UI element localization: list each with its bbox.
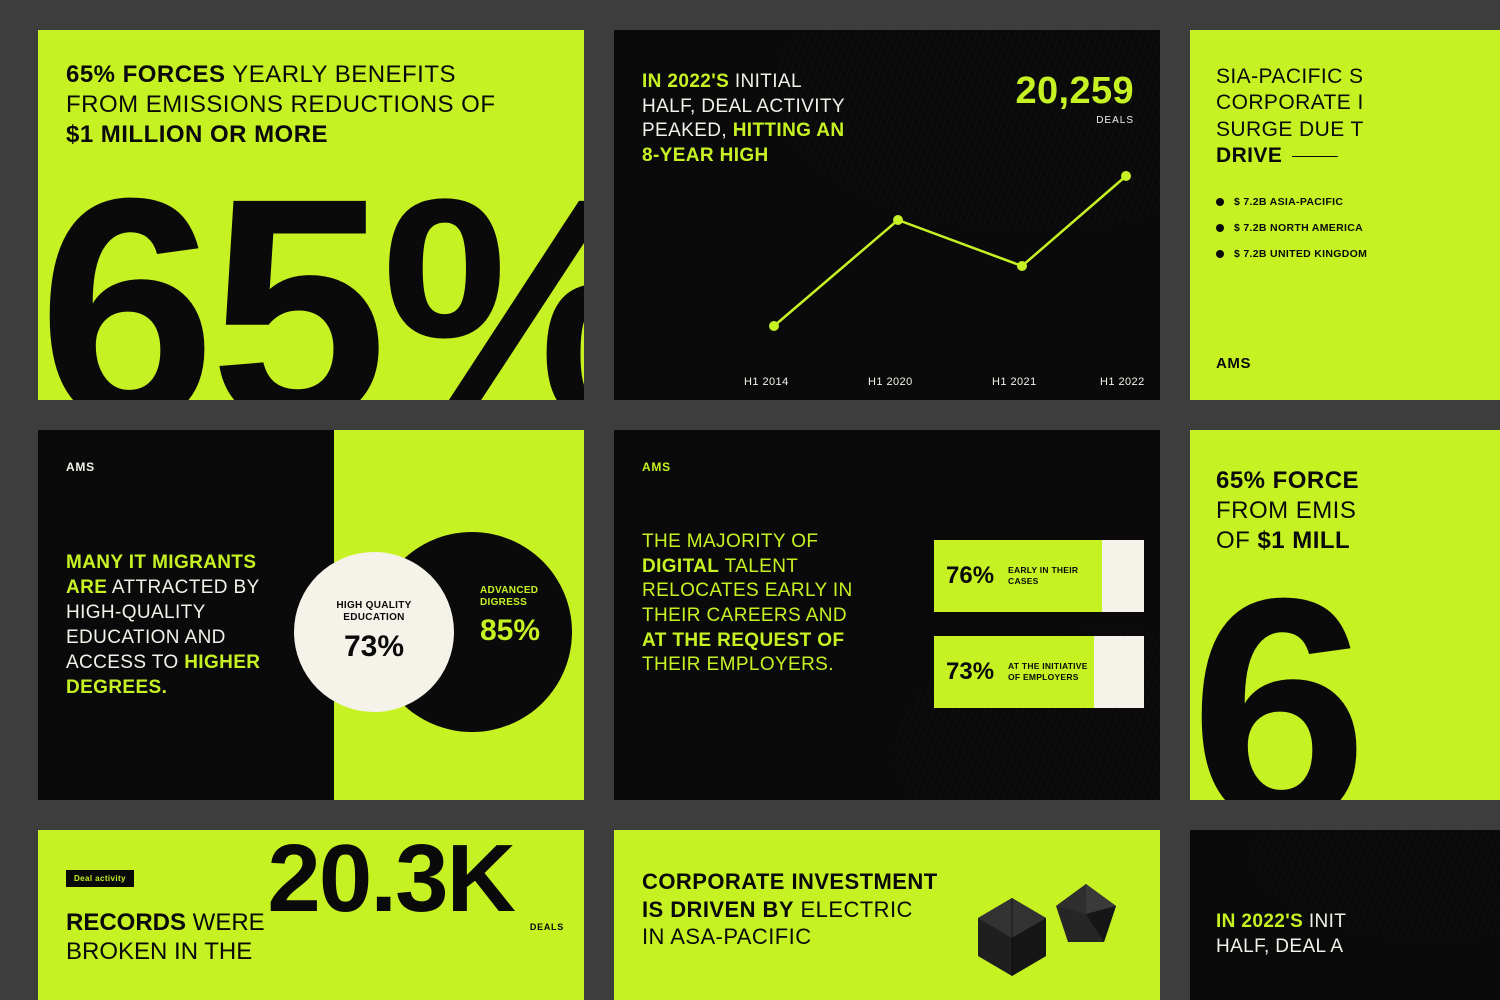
card7-deals-label: DEALS [530,922,564,932]
bar-foreground: 73% AT THE INITIATIVEOF EMPLOYERS [934,636,1094,708]
circle-white: HIGH QUALITYEDUCATION 73% [294,552,454,712]
x-axis-label: H1 2020 [868,376,913,388]
bar-label: EARLY IN THEIRCASES [1008,565,1078,586]
circle-black-value: 85% [480,614,540,648]
ams-logo: AMS [642,460,671,474]
bullet-text: $ 7.2B UNITED KINGDOM [1234,248,1367,260]
deal-activity-pill: Deal activity [66,870,134,887]
circle-white-value: 73% [344,630,404,664]
card6-big-stat: 6 [1190,550,1368,800]
circle-white-title: HIGH QUALITYEDUCATION [336,600,411,624]
card-2022-crop: IN 2022'S INIT HALF, DEAL A [1190,830,1500,1000]
card-65pct-hero: 65% FORCES YEARLY BENEFITS FROM EMISSION… [38,30,584,400]
bar-foreground: 76% EARLY IN THEIRCASES [934,540,1102,612]
bar-percent: 76% [946,562,994,590]
ams-logo: AMS [66,460,95,474]
bar-row: 76% EARLY IN THEIRCASES [934,540,1160,612]
card8-headline: CORPORATE INVESTMENT IS DRIVEN BY ELECTR… [642,868,952,951]
x-axis-label: H1 2021 [992,376,1037,388]
dash-icon [1292,156,1338,157]
polyhedron-icon [960,870,1130,1000]
bullet-dot-icon [1216,250,1224,258]
ams-logo: AMS [1216,355,1251,372]
card2-headline: IN 2022'S INITIAL HALF, DEAL ACTIVITY PE… [642,70,892,169]
card9-headline: IN 2022'S INIT HALF, DEAL A [1216,910,1500,959]
card-line-chart: IN 2022'S INITIAL HALF, DEAL ACTIVITY PE… [614,30,1160,400]
card1-big-stat: 65% [38,150,584,400]
bullet-text: $ 7.2B ASIA-PACIFIC [1234,196,1343,208]
bullet-dot-icon [1216,224,1224,232]
bullet-row: $ 7.2B ASIA-PACIFIC [1216,196,1367,208]
card-sia-pacific: SIA-PACIFIC S CORPORATE I SURGE DUE T DR… [1190,30,1500,400]
card2-stat-label: DEALS [1015,115,1134,126]
card-records-20k: Deal activity RECORDS WERE BROKEN IN THE… [38,830,584,1000]
card5-headline: THE MAJORITY OF DIGITAL TALENT RELOCATES… [642,530,902,678]
card5-bars: 76% EARLY IN THEIRCASES 73% AT THE INITIATI… [934,540,1160,732]
bullet-row: $ 7.2B NORTH AMERICA [1216,222,1367,234]
slide-gallery: 65% FORCES YEARLY BENEFITS FROM EMISSION… [0,0,1500,1000]
card3-bullets: $ 7.2B ASIA-PACIFIC $ 7.2B NORTH AMERICA $… [1216,196,1367,274]
card-it-migrants: AMS MANY IT MIGRANTS ARE ATTRACTED BY HI… [38,430,584,800]
x-axis-label: H1 2014 [744,376,789,388]
bullet-dot-icon [1216,198,1224,206]
bar-label: AT THE INITIATIVEOF EMPLOYERS [1008,661,1088,682]
bar-percent: 73% [946,658,994,686]
card4-headline: MANY IT MIGRANTS ARE ATTRACTED BY HIGH-Q… [66,550,312,700]
card3-headline: SIA-PACIFIC S CORPORATE I SURGE DUE T DR… [1216,64,1500,169]
card2-stat-number: 20,259 [1015,70,1134,113]
bullet-text: $ 7.2B NORTH AMERICA [1234,222,1363,234]
bar-row: 73% AT THE INITIATIVEOF EMPLOYERS [934,636,1160,708]
circle-black-title: ADVANCEDDIGRESS [480,585,538,609]
bullet-row: $ 7.2B UNITED KINGDOM [1216,248,1367,260]
card-corporate-invest: CORPORATE INVESTMENT IS DRIVEN BY ELECTR… [614,830,1160,1000]
card2-stat: 20,259 DEALS [1015,70,1134,126]
x-axis-label: H1 2022 [1100,376,1145,388]
card-65pct-crop: 65% FORCE FROM EMIS OF $1 MILL 6 [1190,430,1500,800]
card7-big-stat: 20.3K [267,830,514,934]
card-digital-talent: AMS THE MAJORITY OF DIGITAL TALENT RELOC… [614,430,1160,800]
